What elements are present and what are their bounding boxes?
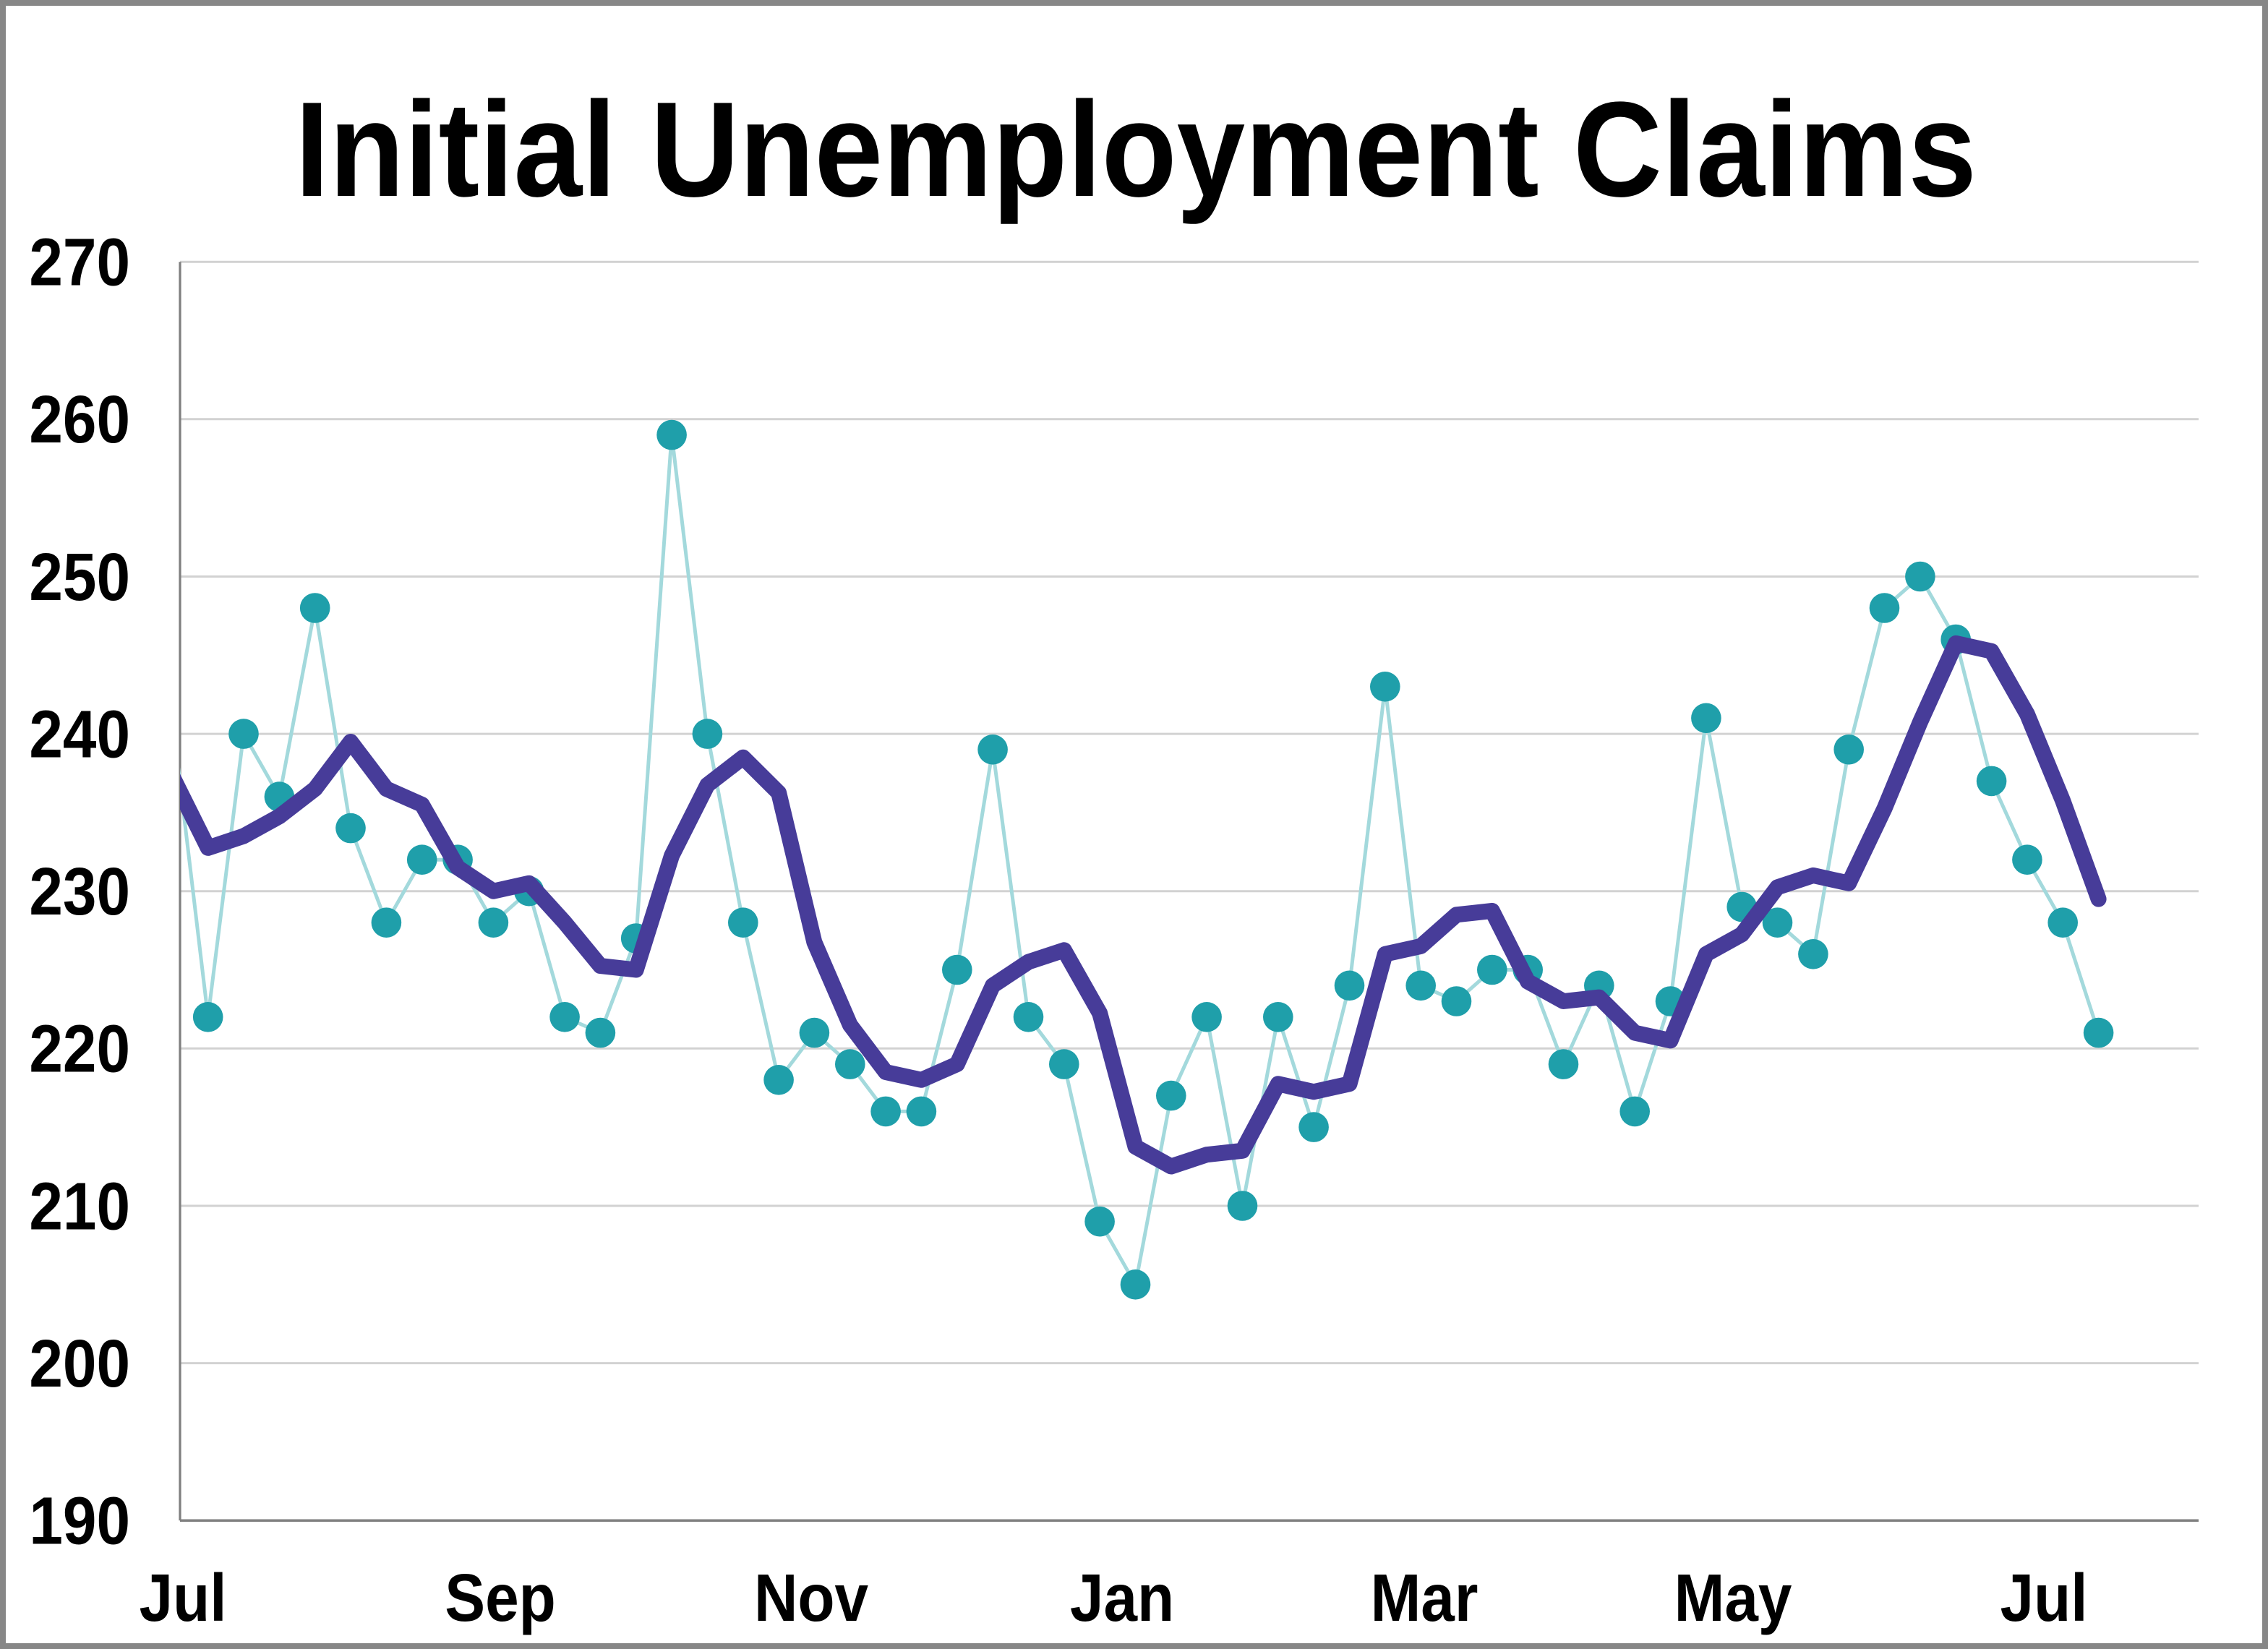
svg-text:Jul: Jul: [140, 1560, 227, 1635]
svg-text:Mar: Mar: [1371, 1560, 1479, 1635]
svg-text:Jul: Jul: [2000, 1560, 2088, 1635]
svg-text:190: 190: [29, 1483, 130, 1559]
svg-text:May: May: [1674, 1560, 1792, 1635]
svg-text:Initial Unemployment Claims: Initial Unemployment Claims: [295, 74, 1977, 225]
svg-text:240: 240: [29, 696, 130, 771]
svg-text:270: 270: [29, 225, 130, 300]
svg-text:Sep: Sep: [445, 1560, 556, 1635]
svg-text:220: 220: [29, 1011, 130, 1087]
svg-text:260: 260: [29, 382, 130, 457]
svg-text:210: 210: [29, 1168, 130, 1243]
svg-text:230: 230: [29, 854, 130, 929]
svg-text:250: 250: [29, 539, 130, 614]
svg-text:200: 200: [29, 1326, 130, 1401]
svg-text:Jan: Jan: [1070, 1560, 1174, 1635]
svg-text:Nov: Nov: [754, 1560, 868, 1635]
